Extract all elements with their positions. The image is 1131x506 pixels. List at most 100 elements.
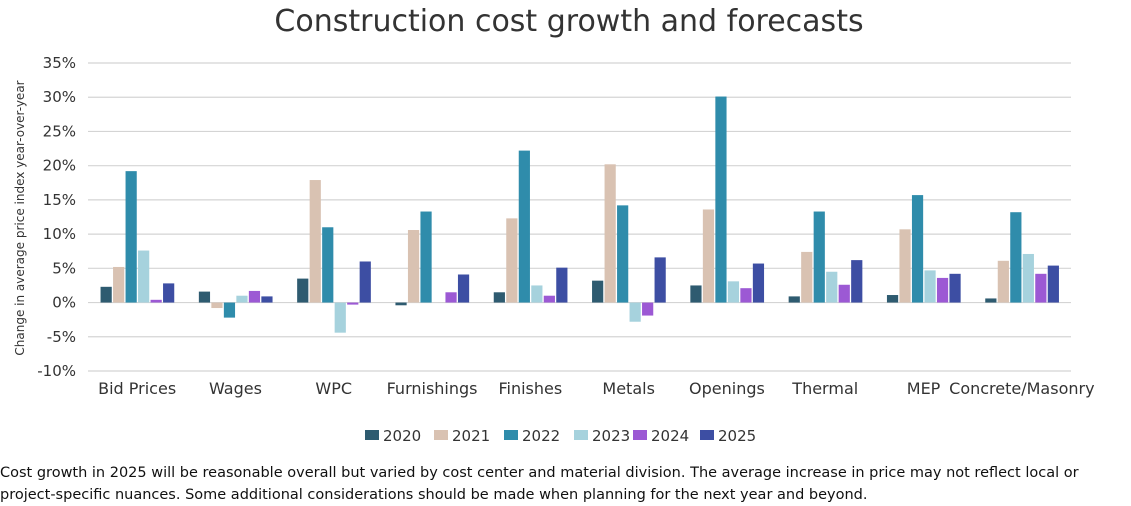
legend-label: 2021 <box>452 427 490 445</box>
bar-2024 <box>740 288 752 303</box>
legend-label: 2020 <box>383 427 421 445</box>
bar-2025 <box>457 274 470 303</box>
bar-2022 <box>420 211 432 303</box>
x-tick-label: Thermal <box>791 379 858 398</box>
legend-label: 2022 <box>522 427 560 445</box>
y-tick-label: 15% <box>43 191 76 209</box>
bar-2023 <box>531 285 543 303</box>
bar-2024 <box>150 299 162 303</box>
y-tick-label: 0% <box>52 294 76 312</box>
y-axis-label: Change in average price index year-over-… <box>13 80 27 355</box>
bar-2022 <box>813 211 825 303</box>
bar-2022 <box>125 171 137 303</box>
bar-2024 <box>1035 273 1047 303</box>
x-tick-label: Bid Prices <box>98 379 176 398</box>
bar-2023 <box>236 295 248 303</box>
bar-2020 <box>493 292 505 303</box>
bar-2020 <box>100 286 112 303</box>
legend-swatch <box>504 430 518 440</box>
x-tick-label: Finishes <box>498 379 562 398</box>
bar-2020 <box>886 295 899 303</box>
bar-2021 <box>309 180 321 303</box>
bar-2021 <box>506 218 518 303</box>
x-tick-label: Concrete/Masonry <box>949 379 1094 398</box>
bar-2022 <box>617 205 629 303</box>
bar-2023 <box>138 250 150 303</box>
bar-2022 <box>1010 212 1022 303</box>
bar-2023 <box>1022 253 1034 303</box>
bar-2022 <box>715 96 727 303</box>
bar-2020 <box>592 280 604 303</box>
bar-2020 <box>690 285 702 303</box>
bar-2025 <box>752 263 765 303</box>
x-axis-ticks: Bid Prices Wages WPC Furnishings Finishes Met… <box>98 379 1094 398</box>
bar-2025 <box>359 261 371 303</box>
bar-2021 <box>899 229 911 303</box>
y-tick-label: -5% <box>47 328 76 346</box>
x-tick-label: Wages <box>209 379 262 398</box>
y-tick-label: 30% <box>43 88 76 106</box>
bar-2024 <box>838 284 850 303</box>
bar-2021 <box>407 230 420 303</box>
bar-2023 <box>826 271 838 303</box>
bar-2021 <box>801 251 813 303</box>
bar-2025 <box>654 257 666 303</box>
x-tick-label: Furnishings <box>387 379 478 398</box>
bar-2024 <box>642 302 654 316</box>
bar-2022 <box>518 150 530 303</box>
legend-label: 2024 <box>651 427 689 445</box>
y-tick-label: 5% <box>52 259 76 277</box>
bar-2023 <box>727 281 740 303</box>
legend-swatch <box>633 430 647 440</box>
bar-2020 <box>297 278 309 303</box>
legend-swatch <box>574 430 588 440</box>
y-tick-label: 20% <box>43 157 76 175</box>
y-tick-label: 25% <box>43 122 76 140</box>
bar-2025 <box>556 267 568 303</box>
bar-2025 <box>851 260 863 303</box>
bar-2021 <box>211 302 223 309</box>
bar-2025 <box>163 283 175 303</box>
bar-2023 <box>924 270 936 303</box>
legend-swatch <box>365 430 379 440</box>
legend-label: 2025 <box>718 427 756 445</box>
bar-2024 <box>347 302 359 305</box>
x-tick-label: WPC <box>315 379 352 398</box>
bar-2021 <box>702 209 715 303</box>
bar-2021 <box>113 266 125 303</box>
bar-2022 <box>223 302 236 318</box>
bar-2024 <box>248 290 261 303</box>
bar-2023 <box>629 302 641 322</box>
chart-title: Construction cost growth and forecasts <box>274 4 863 39</box>
chart-caption: Cost growth in 2025 will be reasonable o… <box>0 465 1079 503</box>
gridlines <box>88 62 1071 372</box>
y-axis-ticks: 35% 30% 25% 20% 15% 10% 5% 0% -5% -10% <box>37 54 76 380</box>
bar-2021 <box>604 164 616 303</box>
bar-2024 <box>936 277 949 303</box>
y-tick-label: 35% <box>43 54 76 72</box>
legend: 2020 2021 2022 2023 2024 2025 <box>365 427 756 445</box>
bars <box>100 96 1059 333</box>
y-tick-label: -10% <box>37 362 76 380</box>
bar-2024 <box>543 295 555 303</box>
bar-2022 <box>322 227 334 303</box>
bar-2025 <box>949 273 961 303</box>
x-tick-label: Openings <box>689 379 765 398</box>
bar-2022 <box>911 195 924 303</box>
bar-2021 <box>997 260 1009 303</box>
legend-swatch <box>434 430 448 440</box>
bar-2023 <box>334 302 346 333</box>
x-tick-label: Metals <box>602 379 655 398</box>
bar-2020 <box>395 302 407 306</box>
bar-2020 <box>788 296 800 303</box>
bar-2025 <box>1047 265 1059 303</box>
bar-2024 <box>445 292 457 303</box>
y-tick-label: 10% <box>43 225 76 243</box>
x-tick-label: MEP <box>907 379 941 398</box>
bar-2020 <box>985 298 997 303</box>
chart: Construction cost growth and forecasts C… <box>13 4 1095 445</box>
legend-label: 2023 <box>592 427 630 445</box>
bar-2020 <box>198 291 211 303</box>
bar-2025 <box>261 296 273 303</box>
legend-swatch <box>700 430 714 440</box>
